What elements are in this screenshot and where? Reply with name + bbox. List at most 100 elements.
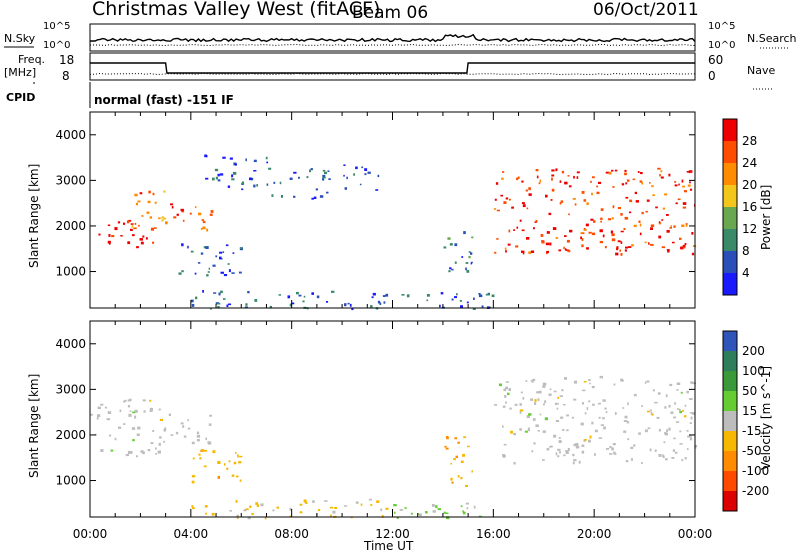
heatmap-cell (542, 430, 546, 433)
heatmap-cell (513, 462, 516, 465)
heatmap-cell (309, 169, 311, 173)
heatmap-cell (589, 435, 592, 439)
heatmap-cell (146, 211, 150, 214)
heatmap-cell (444, 445, 447, 448)
heatmap-cell (671, 457, 675, 459)
heatmap-cell (249, 505, 252, 508)
heatmap-cell (217, 305, 220, 309)
heatmap-cell (679, 430, 682, 433)
power-ylabel: Slant Range [km] (27, 164, 41, 268)
heatmap-cell (596, 185, 598, 188)
heatmap-cell (593, 220, 596, 223)
heatmap-cell (657, 392, 661, 395)
heatmap-cell (538, 390, 542, 394)
heatmap-cell (598, 416, 601, 419)
heatmap-cell (208, 423, 212, 426)
heatmap-cell (541, 240, 545, 244)
heatmap-cell (313, 196, 317, 199)
heatmap-cell (644, 241, 647, 244)
heatmap-cell (620, 253, 623, 256)
heatmap-cell (524, 430, 528, 433)
heatmap-cell (256, 184, 258, 187)
heatmap-cell (466, 301, 469, 304)
heatmap-cell (531, 450, 534, 453)
heatmap-cell (626, 179, 630, 182)
heatmap-cell (322, 169, 326, 172)
heatmap-cell (289, 303, 292, 307)
heatmap-cell (460, 305, 463, 308)
heatmap-cell (564, 235, 567, 237)
heatmap-cell (629, 211, 632, 214)
heatmap-cell (551, 188, 555, 192)
heatmap-cell (619, 249, 621, 252)
heatmap-cell (493, 404, 498, 406)
heatmap-cell (237, 454, 239, 458)
heatmap-cell (473, 297, 475, 300)
heatmap-cell (625, 246, 629, 249)
heatmap-cell (197, 262, 201, 264)
heatmap-cell (650, 412, 653, 415)
heatmap-cell (245, 508, 249, 511)
heatmap-cell (454, 243, 458, 247)
heatmap-cell (611, 217, 614, 220)
heatmap-cell (505, 381, 509, 383)
heatmap-cell (609, 453, 613, 455)
heatmap-cell (551, 174, 555, 177)
heatmap-cell (555, 402, 558, 406)
colorbar-swatch (723, 411, 737, 431)
heatmap-cell (691, 232, 694, 235)
heatmap-cell (600, 220, 602, 223)
heatmap-cell (682, 202, 687, 205)
heatmap-cell (196, 431, 200, 435)
heatmap-cell (108, 234, 111, 237)
heatmap-cell (633, 224, 637, 228)
velocity-colorbar-label: Velocity [m s^-1] (759, 366, 773, 470)
heatmap-cell (461, 256, 464, 258)
heatmap-cell (634, 191, 637, 195)
heatmap-cell (231, 272, 235, 274)
station-title: Christmas Valley West (fitACF) (92, 0, 380, 20)
heatmap-cell (227, 263, 230, 265)
heatmap-cell (462, 453, 465, 457)
heatmap-cell (126, 220, 130, 224)
heatmap-cell (551, 177, 553, 181)
heatmap-cell (528, 187, 531, 191)
heatmap-cell (260, 503, 264, 507)
colorbar-tick-label: -15 (742, 424, 762, 438)
heatmap-cell (521, 250, 525, 253)
heatmap-cell (681, 179, 684, 183)
heatmap-cell (519, 403, 522, 406)
heatmap-cell (478, 293, 481, 295)
heatmap-cell (679, 410, 683, 414)
heatmap-cell (120, 235, 123, 237)
heatmap-cell (328, 178, 331, 180)
heatmap-cell (226, 304, 229, 307)
heatmap-cell (542, 382, 547, 386)
velocity-axes: 1000 2000 3000 4000 (55, 321, 696, 517)
heatmap-cell (581, 402, 584, 405)
heatmap-cell (355, 166, 358, 170)
heatmap-cell (463, 436, 466, 439)
nsky-trace (89, 33, 696, 43)
heatmap-cell (205, 437, 207, 441)
heatmap-cell (238, 461, 242, 464)
nave-tick-low: 0 (708, 69, 716, 83)
heatmap-cell (675, 421, 680, 423)
heatmap-cell (594, 429, 598, 433)
y-tick-label: 4000 (55, 337, 86, 351)
heatmap-cell (530, 250, 535, 253)
heatmap-cell (661, 246, 666, 249)
heatmap-cell (206, 274, 209, 277)
x-tick-labels: 00:00 04:00 08:00 12:00 16:00 20:00 00:00 (73, 527, 713, 541)
heatmap-cell (232, 252, 235, 254)
colorbar-swatch (723, 431, 737, 451)
heatmap-cell (217, 179, 221, 182)
heatmap-cell (530, 398, 534, 401)
heatmap-cell (502, 405, 506, 408)
heatmap-cell (641, 211, 644, 215)
heatmap-cell (549, 388, 552, 391)
heatmap-cell (161, 219, 164, 222)
heatmap-cell (672, 449, 675, 452)
heatmap-cell (311, 292, 314, 295)
